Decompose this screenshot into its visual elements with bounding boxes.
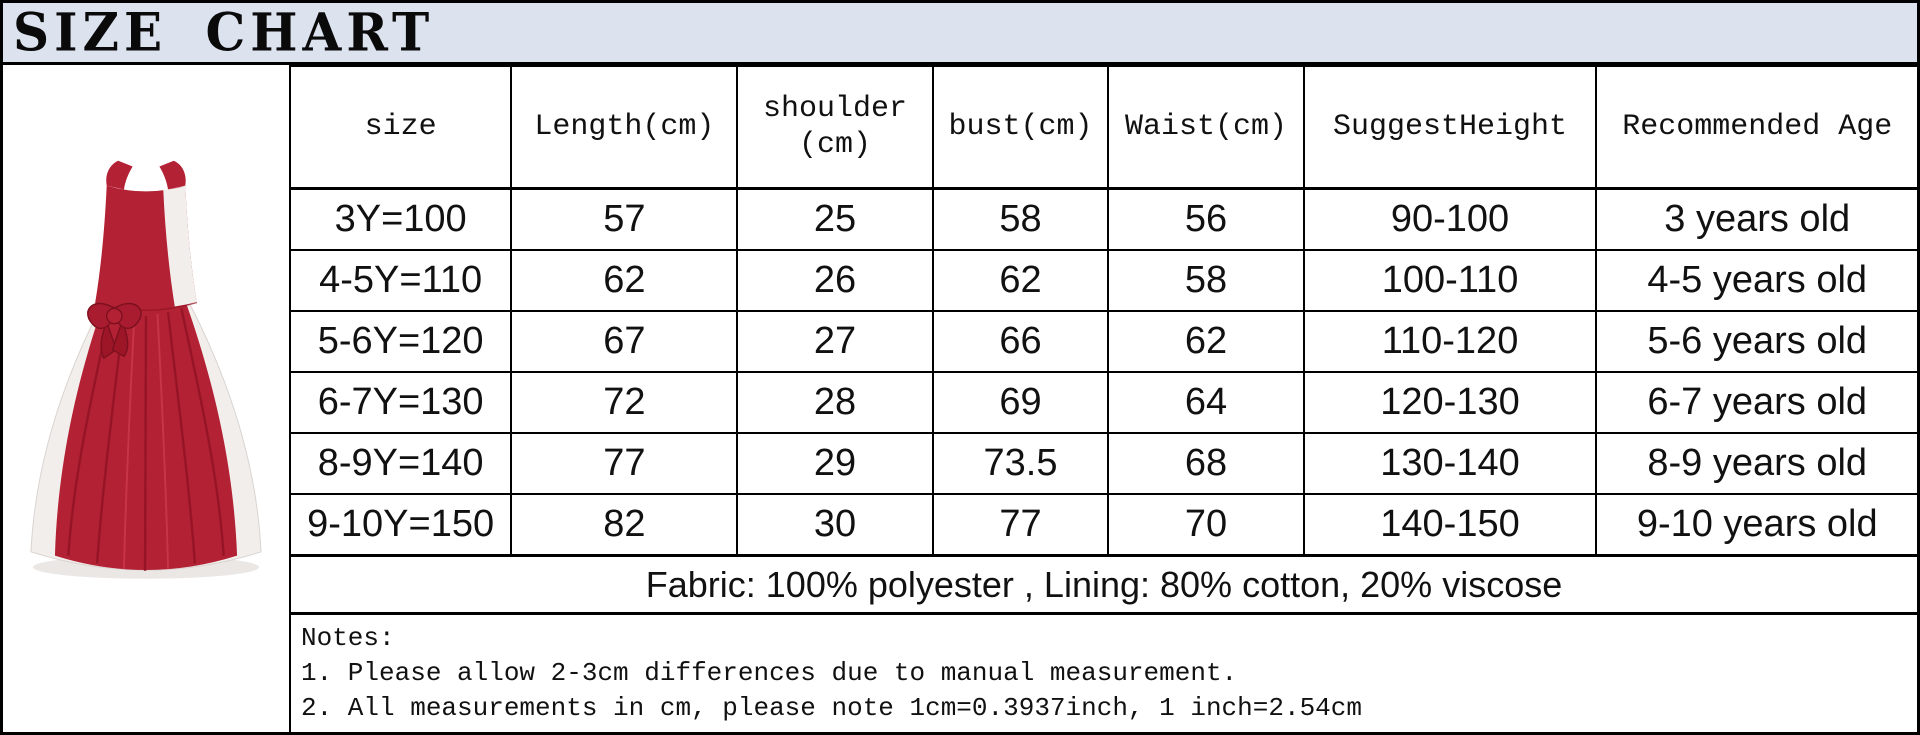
notes-section: Notes: 1. Please allow 2-3cm differences… [289,615,1917,732]
table-row: 6-7Y=130 72 28 69 64 120-130 6-7 years o… [288,371,1917,434]
cell-shoulder: 26 [736,249,934,312]
size-table: size Length(cm) shoulder (cm) bust(cm) W… [288,65,1917,615]
cell-suggest-height: 90-100 [1302,187,1598,251]
note-line: 1. Please allow 2-3cm differences due to… [301,658,1238,688]
cell-bust: 66 [931,310,1110,373]
column-header-suggest-height: SuggestHeight [1302,65,1598,190]
column-header-size: size [288,65,513,190]
cell-recommended-age: 6-7 years old [1595,371,1917,434]
table-row: 3Y=100 57 25 58 56 90-100 3 years old [288,187,1917,251]
cell-length: 67 [510,310,739,373]
cell-waist: 64 [1107,371,1305,434]
note-line: 2. All measurements in cm, please note 1… [301,693,1362,723]
cell-recommended-age: 9-10 years old [1595,493,1917,557]
cell-suggest-height: 100-110 [1302,249,1598,312]
cell-length: 82 [510,493,739,557]
banner: SIZE CHART [3,1,1917,65]
cell-bust: 58 [931,187,1110,251]
content-area: size Length(cm) shoulder (cm) bust(cm) W… [3,65,1917,732]
column-header-waist: Waist(cm) [1107,65,1305,190]
cell-size: 8-9Y=140 [288,432,513,495]
cell-shoulder: 27 [736,310,934,373]
notes-title: Notes: [301,623,395,653]
cell-size: 5-6Y=120 [288,310,513,373]
cell-recommended-age: 8-9 years old [1595,432,1917,495]
cell-length: 72 [510,371,739,434]
cell-suggest-height: 110-120 [1302,310,1598,373]
cell-bust: 77 [931,493,1110,557]
cell-bust: 62 [931,249,1110,312]
cell-waist: 70 [1107,493,1305,557]
cell-size: 9-10Y=150 [288,493,513,557]
cell-shoulder: 30 [736,493,934,557]
cell-waist: 68 [1107,432,1305,495]
table-row: 5-6Y=120 67 27 66 62 110-120 5-6 years o… [288,310,1917,373]
cell-shoulder: 29 [736,432,934,495]
cell-length: 77 [510,432,739,495]
fabric-row: Fabric: 100% polyester , Lining: 80% cot… [289,554,1917,615]
table-header-row: size Length(cm) shoulder (cm) bust(cm) W… [288,65,1917,190]
cell-bust: 69 [931,371,1110,434]
cell-recommended-age: 3 years old [1595,187,1917,251]
size-table-panel: size Length(cm) shoulder (cm) bust(cm) W… [288,65,1917,732]
cell-size: 6-7Y=130 [288,371,513,434]
cell-suggest-height: 130-140 [1302,432,1598,495]
cell-waist: 58 [1107,249,1305,312]
column-header-bust: bust(cm) [931,65,1110,190]
column-header-recommended-age: Recommended Age [1595,65,1917,190]
cell-bust: 73.5 [931,432,1110,495]
cell-recommended-age: 5-6 years old [1595,310,1917,373]
column-header-length: Length(cm) [510,65,739,190]
cell-length: 57 [510,187,739,251]
cell-shoulder: 25 [736,187,934,251]
table-row: 4-5Y=110 62 26 62 58 100-110 4-5 years o… [288,249,1917,312]
cell-waist: 56 [1107,187,1305,251]
cell-suggest-height: 140-150 [1302,493,1598,557]
cell-recommended-age: 4-5 years old [1595,249,1917,312]
table-row: 8-9Y=140 77 29 73.5 68 130-140 8-9 years… [288,432,1917,495]
cell-waist: 62 [1107,310,1305,373]
page-title: SIZE CHART [13,1,435,64]
product-image-panel [3,65,289,732]
column-header-shoulder: shoulder (cm) [736,65,934,190]
cell-suggest-height: 120-130 [1302,371,1598,434]
cell-size: 3Y=100 [288,187,513,251]
cell-length: 62 [510,249,739,312]
cell-shoulder: 28 [736,371,934,434]
cell-size: 4-5Y=110 [288,249,513,312]
table-row: 9-10Y=150 82 30 77 70 140-150 9-10 years… [288,493,1917,557]
dress-photo [30,160,262,579]
fabric-note: Fabric: 100% polyester , Lining: 80% cot… [289,554,1917,615]
